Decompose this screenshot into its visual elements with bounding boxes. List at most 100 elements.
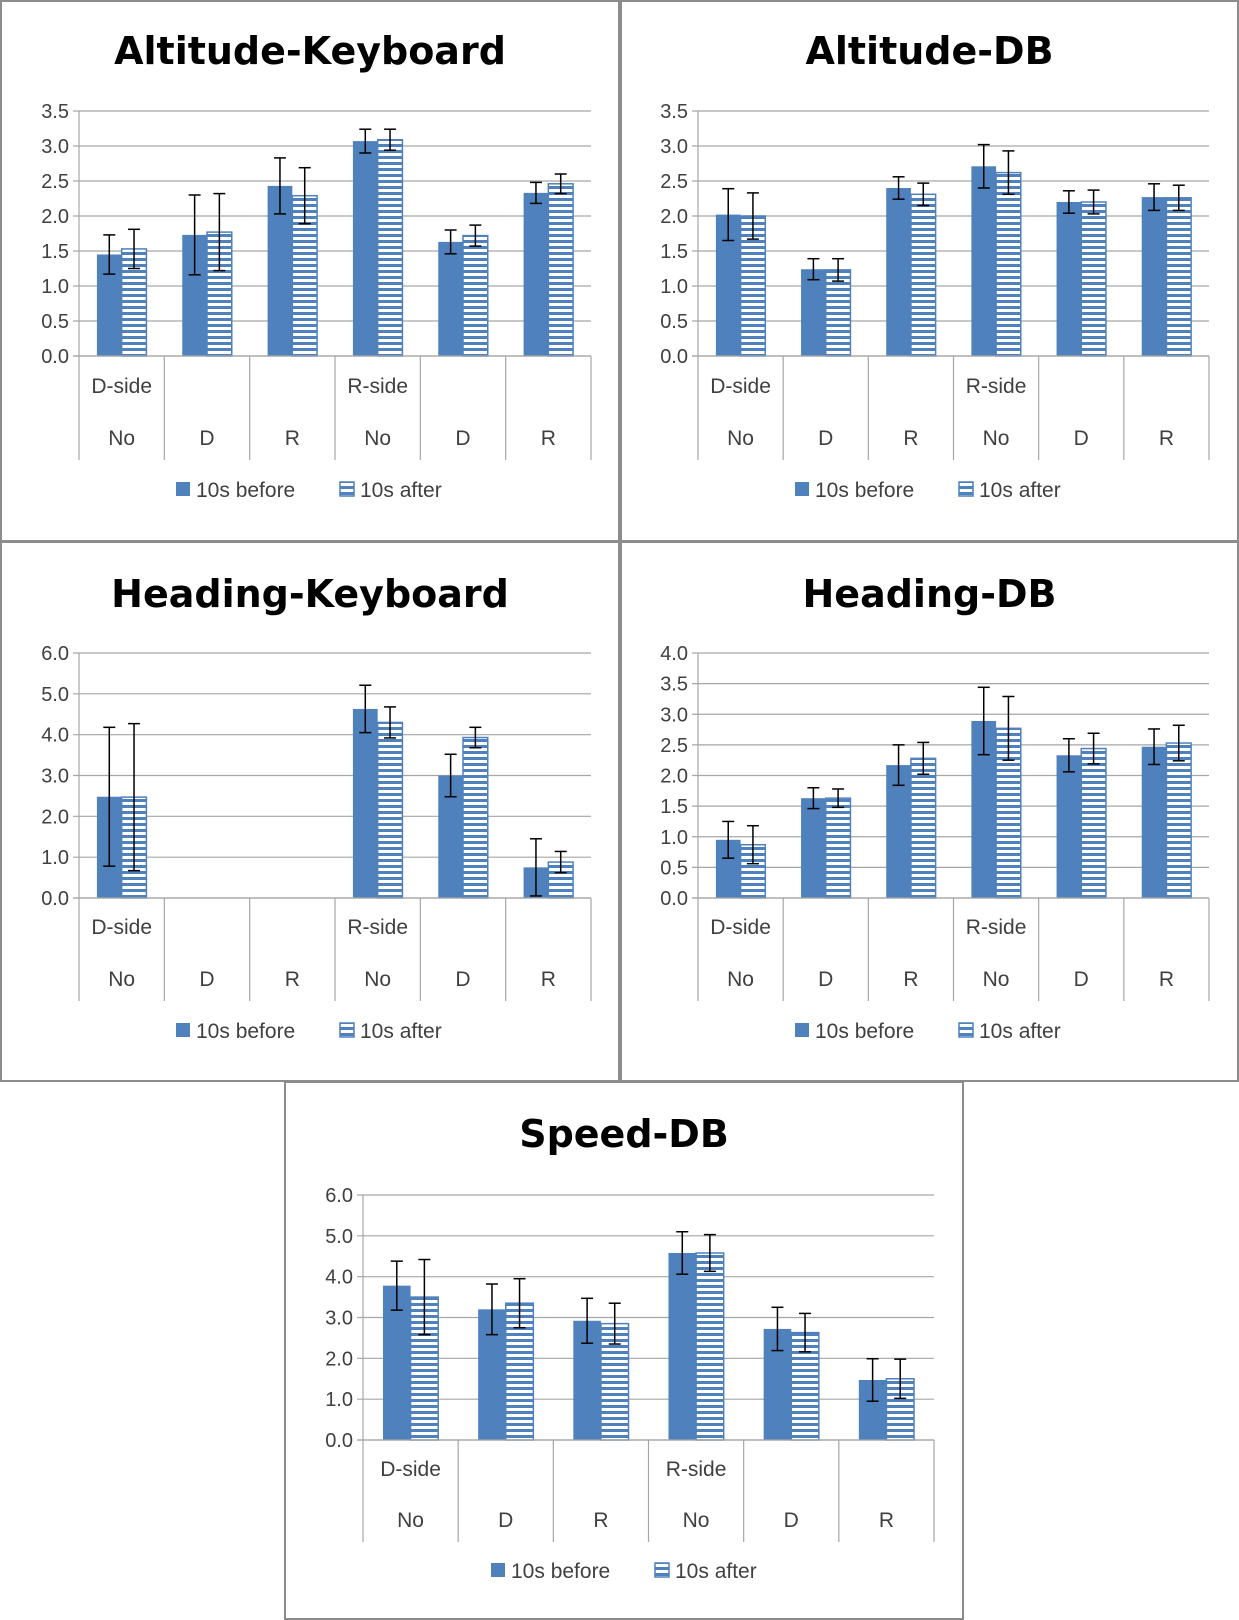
bar-after (695, 1252, 725, 1441)
x-tick-label: D (199, 427, 214, 450)
y-tick-label: 5.0 (41, 684, 69, 706)
y-tick-label: 3.5 (660, 674, 688, 696)
error-bar (892, 176, 905, 200)
x-tick-label: No (727, 968, 754, 991)
error-bar (359, 128, 372, 154)
y-tick-label: 1.0 (660, 276, 688, 298)
legend-swatch-before (176, 1023, 190, 1037)
x-tick-label: R (285, 968, 300, 991)
error-bar (529, 181, 542, 205)
y-tick-label: 1.0 (41, 276, 69, 298)
bar-before (1141, 746, 1167, 898)
error-bar (917, 182, 930, 207)
error-bar (390, 1260, 403, 1311)
y-tick-label: 0.5 (660, 311, 688, 333)
y-tick-label: 1.5 (660, 241, 688, 263)
error-bar (1148, 183, 1161, 212)
y-tick-label: 1.0 (325, 1389, 353, 1411)
y-tick-label: 0.0 (660, 888, 688, 910)
group-label: R-side (347, 375, 408, 398)
y-tick-label: 3.5 (41, 101, 69, 123)
y-tick-label: 6.0 (41, 643, 69, 665)
bar-after (376, 138, 404, 357)
bar-after (825, 797, 852, 899)
x-tick-label: D (455, 968, 470, 991)
y-tick-label: 2.0 (325, 1348, 353, 1370)
bar-after (910, 757, 937, 899)
bar-before (1056, 755, 1082, 898)
y-tick-label: 1.5 (660, 796, 688, 818)
chart-title: Altitude-Keyboard (114, 29, 506, 73)
x-tick-label: R (593, 1509, 608, 1532)
error-bar (746, 824, 759, 865)
chart-svg: Heading-DB 0.0 0.5 1.0 1.5 2.0 2.5 3.0 3.5 4.0 D-s… (660, 572, 1210, 1043)
x-tick-label: R (1159, 968, 1174, 991)
legend-label-before: 10s before (196, 479, 295, 502)
x-tick-label: No (983, 427, 1010, 450)
legend-label-after: 10s after (979, 1020, 1061, 1043)
error-bar (746, 192, 759, 240)
legend-label-after: 10s after (979, 479, 1061, 502)
y-tick-label: 3.0 (660, 136, 688, 158)
x-tick-label: R (541, 427, 556, 450)
error-bar (832, 788, 845, 809)
x-tick-label: D (1074, 427, 1089, 450)
x-tick-label: No (983, 968, 1010, 991)
error-bar (1172, 184, 1185, 212)
x-tick-label: R (285, 427, 300, 450)
bar-before (352, 708, 378, 898)
chart-title: Altitude-DB (805, 29, 1053, 73)
error-bar (581, 1297, 594, 1344)
error-bar (799, 1312, 812, 1353)
chart-title: Speed-DB (519, 1112, 729, 1156)
y-tick-label: 4.0 (660, 643, 688, 665)
y-tick-label: 4.0 (325, 1267, 353, 1289)
error-bar (554, 173, 567, 195)
group-label: R-side (966, 916, 1027, 939)
y-tick-label: 6.0 (325, 1185, 353, 1207)
chart-panel-heading-db: Heading-DB 0.0 0.5 1.0 1.5 2.0 2.5 3.0 3.5 4.0 D-s… (620, 541, 1239, 1082)
y-tick-label: 3.0 (41, 766, 69, 788)
x-tick-label: R (903, 427, 918, 450)
error-bar (832, 257, 845, 282)
y-tick-label: 1.0 (660, 827, 688, 849)
y-tick-label: 3.0 (41, 136, 69, 158)
error-bar (771, 1306, 784, 1352)
y-tick-label: 0.0 (41, 346, 69, 368)
x-tick-label: No (397, 1509, 424, 1532)
bar-after (1165, 742, 1192, 899)
legend-swatch-before (491, 1563, 505, 1577)
x-tick-label: D (818, 968, 833, 991)
bar-before (886, 765, 911, 898)
y-tick-label: 2.0 (660, 766, 688, 788)
error-bar (188, 194, 201, 276)
error-bar (444, 753, 457, 798)
error-bar (1062, 738, 1075, 773)
error-bar (1062, 190, 1075, 214)
legend-swatch-before (176, 482, 190, 496)
error-bar (554, 850, 567, 874)
chart-panel-speed-db: Speed-DB 0.0 1.0 2.0 3.0 4.0 5.0 6.0 D-side R-sid… (284, 1081, 964, 1620)
legend-label-after: 10s after (360, 479, 442, 502)
legend-label-before: 10s before (196, 1020, 295, 1043)
x-tick-label: No (683, 1509, 710, 1532)
y-tick-label: 1.0 (41, 847, 69, 869)
error-bar (485, 1283, 498, 1336)
bar-after (409, 1296, 439, 1441)
legend-swatch-before (795, 482, 809, 496)
error-bar (513, 1277, 526, 1329)
legend-label-after: 10s after (675, 1560, 757, 1583)
bar-before (801, 269, 826, 356)
x-tick-label: R (879, 1509, 894, 1532)
legend-swatch-after (654, 1562, 670, 1578)
y-tick-label: 0.5 (41, 311, 69, 333)
chart-title: Heading-DB (803, 572, 1057, 616)
x-tick-label: D (784, 1509, 799, 1532)
y-tick-label: 3.0 (325, 1308, 353, 1330)
legend-swatch-after (958, 1022, 974, 1038)
bar-after (505, 1302, 535, 1441)
group-label: D-side (91, 375, 152, 398)
x-tick-label: No (727, 427, 754, 450)
y-tick-label: 3.5 (660, 101, 688, 123)
x-tick-label: R (903, 968, 918, 991)
